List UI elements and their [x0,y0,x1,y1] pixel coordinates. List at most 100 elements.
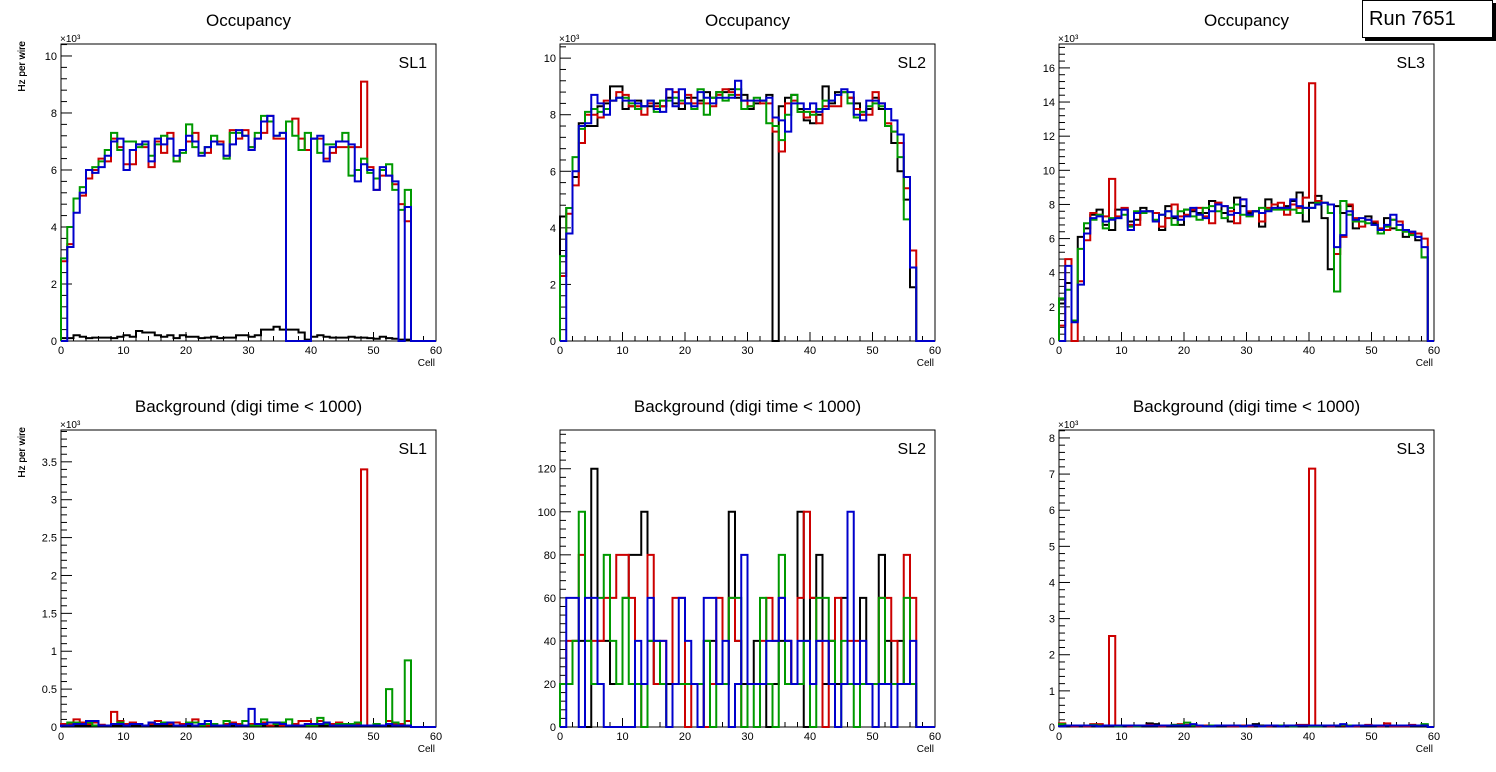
y-tick-label: 60 [544,593,556,605]
y-tick-label: 8 [51,108,57,120]
x-tick-label: 50 [1365,345,1377,357]
chart-pad-6: Background (digi time < 1000)0 10 20 30 40 50… [17,397,1440,755]
y-tick-label: 80 [544,550,556,562]
x-tick-label: 10 [117,731,129,743]
y-tick-label: 2 [51,279,57,291]
x-tick-label: 30 [242,731,254,743]
y-tick-label: 0 [1049,722,1055,734]
run-label: Run 7651 [1369,8,1456,30]
superlayer-label: SL2 [898,441,927,458]
y-tick-label: 120 [538,464,556,476]
y-tick-label: 10 [544,53,556,65]
y-tick-label: 16 [1043,63,1055,75]
x-tick-label: 30 [1240,731,1252,743]
y-scale-label: ×10³ [559,34,580,45]
y-tick-label: 8 [1049,199,1055,211]
series-red-histogram [1058,467,1434,728]
x-tick-label: 30 [741,345,753,357]
superlayer-label: SL1 [399,55,428,72]
x-tick-label: 40 [305,345,317,357]
x-tick-label: 60 [1428,345,1440,357]
chart-title: Background (digi time < 1000) [1133,397,1360,416]
x-tick-label: 30 [1240,345,1252,357]
y-tick-label: 0 [51,336,57,348]
y-tick-label: 0 [51,722,57,734]
series-black-histogram [559,85,935,342]
x-axis-label: Cell [1416,358,1433,369]
y-tick-label: 4 [1049,268,1055,280]
x-tick-label: 10 [616,345,628,357]
x-tick-label: 60 [430,345,442,357]
y-scale-label: ×10³ [1058,420,1079,431]
y-tick-label: 40 [544,636,556,648]
x-tick-label: 20 [679,345,691,357]
x-axis-label: Cell [1416,744,1433,755]
y-tick-label: 1 [51,646,57,658]
x-tick-label: 40 [804,731,816,743]
y-scale-label: ×10³ [60,34,81,45]
x-tick-label: 10 [616,731,628,743]
x-tick-label: 50 [866,731,878,743]
chart-pad-2: Occupancy 0 10 20 30 40 50 60 0 2 4 6 8 10 Cell Hz per … [17,11,941,369]
x-tick-label: 60 [1428,731,1440,743]
x-axis-label: Cell [418,358,435,369]
y-scale-label: ×10³ [1058,34,1079,45]
y-tick-label: 6 [550,166,556,178]
x-tick-label: 0 [557,345,563,357]
x-tick-label: 10 [1115,731,1127,743]
chart-pad-1: Occupancy 0 10 20 30 40 50 60 0 2 4 6 8 10 Cell Hz per … [17,11,442,369]
x-tick-label: 20 [180,345,192,357]
y-scale-label: ×10³ [60,420,81,431]
x-tick-label: 20 [1178,731,1190,743]
x-tick-label: 0 [1056,731,1062,743]
series-blue-histogram [61,114,436,342]
x-tick-label: 20 [180,731,192,743]
superlayer-label: SL1 [399,441,428,458]
y-tick-label: 4 [51,222,57,234]
x-tick-label: 50 [367,345,379,357]
plot-frame [60,43,437,342]
x-tick-label: 30 [242,345,254,357]
y-tick-label: 3.5 [42,457,57,469]
chart-title: Occupancy [705,11,791,30]
y-tick-label: 4 [1049,577,1055,589]
x-tick-label: 40 [305,731,317,743]
series-blue-histogram [1058,723,1434,728]
y-axis-label: Hz per wire [17,427,28,478]
x-tick-label: 10 [117,345,129,357]
series-green-histogram [559,88,935,342]
y-axis-label: Hz per wire [17,41,28,92]
y-tick-label: 0 [1049,336,1055,348]
x-tick-label: 0 [1056,345,1062,357]
run-label-box: Run 7651 [1362,0,1493,38]
x-axis-label: Cell [917,744,934,755]
y-axis-label: Hz per wire [17,427,28,478]
y-tick-label: 0 [550,722,556,734]
y-tick-label: 2.5 [42,533,57,545]
series-red-histogram [559,88,935,342]
y-tick-label: 5 [1049,541,1055,553]
y-tick-label: 6 [1049,234,1055,246]
y-tick-label: 6 [1049,505,1055,517]
superlayer-label: SL3 [1397,441,1426,458]
x-tick-label: 60 [929,345,941,357]
y-tick-label: 6 [51,165,57,177]
series-red-histogram [60,80,436,342]
superlayer-label: SL3 [1397,55,1426,72]
x-tick-label: 0 [557,731,563,743]
y-tick-label: 3 [51,495,57,507]
y-tick-label: 1.5 [42,608,57,620]
x-tick-label: 50 [866,345,878,357]
x-tick-label: 50 [367,731,379,743]
y-tick-label: 4 [550,223,556,235]
y-tick-label: 0.5 [42,684,57,696]
y-tick-label: 20 [544,679,556,691]
x-tick-label: 20 [679,731,691,743]
series-red-histogram [60,468,436,728]
y-axis-label: Hz per wire [17,427,28,478]
x-tick-label: 40 [804,345,816,357]
x-tick-label: 60 [929,731,941,743]
y-axis-label: Hz per wire [17,41,28,92]
chart-title: Occupancy [206,11,292,30]
